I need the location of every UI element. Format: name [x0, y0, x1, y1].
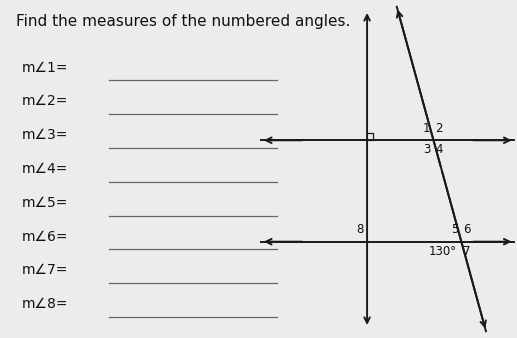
Text: 6: 6 — [463, 223, 470, 236]
Text: m∠7=: m∠7= — [22, 263, 68, 277]
Text: m∠4=: m∠4= — [22, 162, 68, 176]
Text: 8: 8 — [356, 223, 363, 236]
Text: m∠5=: m∠5= — [22, 196, 68, 210]
Text: 130°: 130° — [429, 244, 457, 258]
Text: 4: 4 — [435, 143, 443, 156]
Text: 5: 5 — [451, 223, 459, 236]
Text: 7: 7 — [463, 244, 470, 258]
Text: 3: 3 — [423, 143, 431, 156]
Text: m∠8=: m∠8= — [22, 297, 68, 311]
Text: 2: 2 — [435, 122, 443, 135]
Text: 1: 1 — [423, 122, 431, 135]
Text: m∠6=: m∠6= — [22, 230, 68, 244]
Text: m∠3=: m∠3= — [22, 128, 68, 142]
Text: m∠2=: m∠2= — [22, 94, 68, 108]
Text: Find the measures of the numbered angles.: Find the measures of the numbered angles… — [16, 14, 351, 28]
Text: m∠1=: m∠1= — [22, 61, 68, 75]
